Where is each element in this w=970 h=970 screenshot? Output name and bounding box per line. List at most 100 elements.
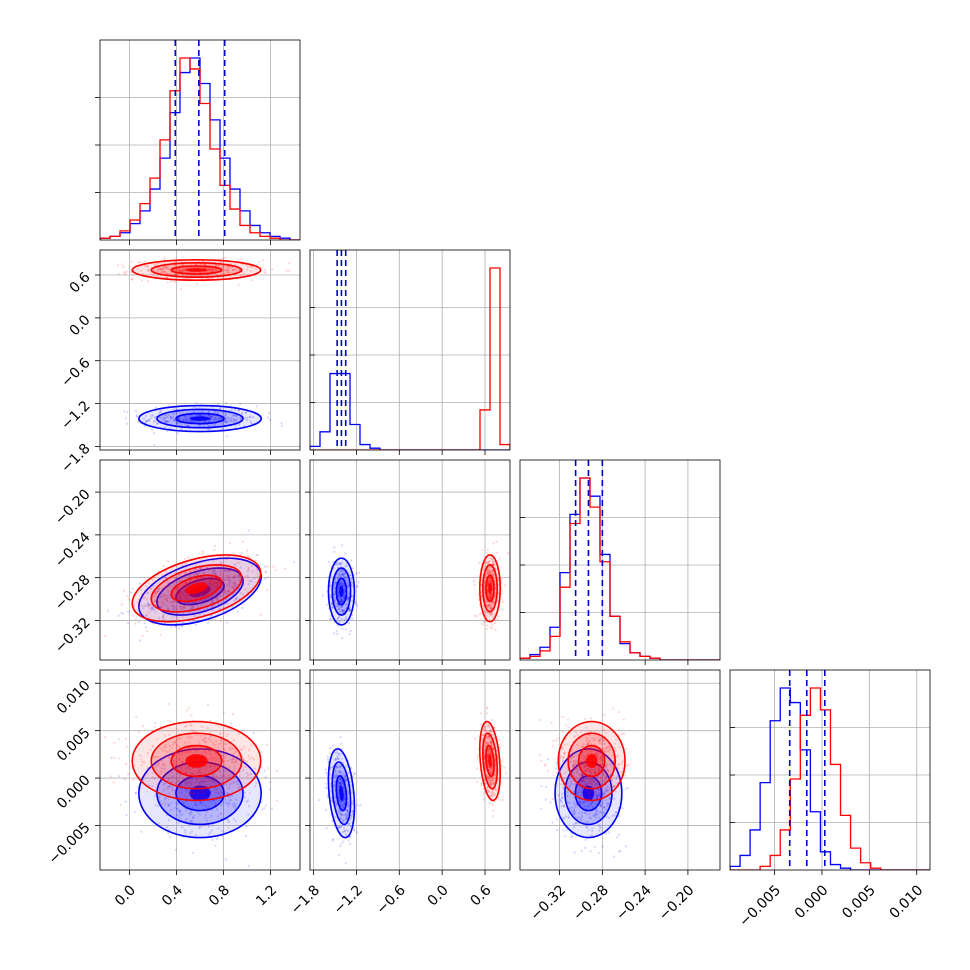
contour-blue (331, 567, 352, 616)
contour-red (131, 720, 262, 802)
x-tick-label: −0.20 (656, 882, 698, 924)
density-peak-red (185, 582, 208, 595)
histogram-red (730, 687, 930, 870)
contour-red (485, 744, 495, 778)
y-tick-label: 0.0 (67, 312, 94, 339)
y-tick-label: 0.6 (67, 269, 94, 296)
x-tick-label: 1.2 (253, 882, 280, 909)
x-tick-label: 0.0 (112, 882, 139, 909)
y-tick-label: −0.005 (46, 820, 94, 868)
x-tick-label: 0.6 (468, 882, 495, 909)
panel-2-0: −0.32−0.28−0.24−0.20 (52, 459, 301, 665)
contour-red (482, 564, 498, 613)
y-tick-label: −1.8 (58, 441, 93, 476)
contour-red (131, 258, 262, 282)
x-tick-label: −1.8 (288, 882, 323, 917)
panel-1-0: −1.8 −1.2 −0.6 0.0 0.6 (58, 249, 301, 476)
histogram-blue (520, 477, 720, 660)
panel-background (520, 670, 720, 870)
contour-red (577, 744, 606, 778)
y-tick-label: −0.6 (58, 355, 93, 390)
x-tick-label: 0.005 (839, 882, 879, 922)
panel-1-1 (309, 249, 511, 455)
x-tick-label: 0.0 (425, 882, 452, 909)
contour-blue (156, 408, 244, 429)
contour-blue (138, 404, 262, 433)
y-tick-label: 0.000 (54, 772, 94, 812)
contour-red (150, 262, 243, 278)
contour-blue (327, 557, 356, 626)
density-peak-blue (339, 785, 344, 801)
panel-frame (309, 459, 511, 661)
y-tick-label: −0.24 (52, 529, 94, 571)
contour-blue (175, 412, 225, 425)
density-peak-red (185, 754, 208, 768)
panel-3-3: −0.005 0.000 0.005 0.010 (729, 669, 931, 930)
density-peak-red (585, 754, 598, 768)
panel-frame (309, 669, 511, 871)
x-tick-label: −0.005 (736, 882, 784, 930)
x-tick-label: −0.6 (374, 882, 409, 917)
density-peak-blue (189, 416, 211, 421)
contour-red (170, 265, 223, 275)
density-peak-blue (339, 585, 344, 598)
panel-frame (99, 249, 301, 451)
density-peak-red (488, 582, 492, 595)
contour-red (150, 564, 243, 613)
contour-blue (554, 748, 623, 839)
panel-frame (519, 459, 721, 661)
panel-3-2: −0.32 −0.28 −0.24 −0.20 (515, 669, 721, 924)
x-tick-label: 0.8 (206, 882, 233, 909)
panel-frame (99, 459, 301, 661)
x-tick-label: 0.000 (792, 882, 832, 922)
panel-3-1: −1.8 −1.2 −0.6 0.0 0.6 (288, 669, 511, 918)
panel-background (310, 460, 510, 660)
contour-red (478, 554, 502, 623)
panel-frame (519, 669, 721, 871)
contour-red (482, 732, 498, 790)
x-tick-label: −0.28 (570, 882, 612, 924)
density-peak-red (488, 754, 492, 768)
x-tick-label: −0.32 (528, 882, 570, 924)
panel-background (310, 250, 510, 450)
contour-blue (331, 761, 352, 826)
panel-2-2 (519, 459, 721, 665)
contour-red (557, 720, 626, 802)
x-tick-label: −1.2 (331, 882, 366, 917)
x-tick-label: 0.4 (159, 882, 186, 909)
contour-blue (175, 577, 225, 606)
density-peak-red (185, 268, 208, 272)
panel-2-1 (305, 459, 511, 665)
contour-red (170, 744, 223, 778)
histogram-blue (310, 372, 510, 450)
histogram-red (100, 57, 300, 240)
histogram-red (310, 267, 510, 450)
histogram-red (520, 477, 720, 660)
contour-blue (335, 577, 348, 606)
contour-blue (156, 567, 244, 616)
y-tick-label: −0.28 (52, 572, 94, 614)
x-tick-label: −0.24 (613, 882, 655, 924)
contour-red (567, 732, 616, 790)
contour-red (131, 554, 262, 623)
contour-red (485, 574, 495, 603)
contour-red (478, 720, 502, 802)
y-tick-label: 0.010 (54, 678, 94, 718)
panel-3-0: −0.005 0.000 0.005 0.010 0.0 0.4 0.8 1.2 (46, 669, 301, 909)
panel-frame (309, 249, 511, 451)
y-tick-label: −0.32 (52, 615, 94, 657)
panel-frame (99, 39, 301, 241)
panel-0-0 (95, 39, 301, 245)
panel-frame (99, 669, 301, 871)
panel-background (730, 670, 930, 870)
panel-background (100, 460, 300, 660)
contour-blue (327, 748, 356, 839)
y-tick-label: −1.2 (58, 398, 93, 433)
x-tick-label: 0.010 (887, 882, 927, 922)
contour-blue (335, 775, 348, 812)
contour-red (150, 732, 243, 790)
panel-frame (729, 669, 931, 871)
contour-red (170, 574, 223, 603)
y-tick-label: 0.005 (54, 725, 94, 765)
